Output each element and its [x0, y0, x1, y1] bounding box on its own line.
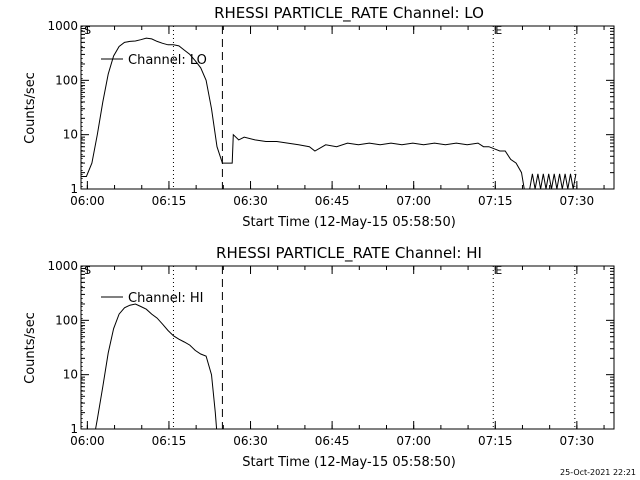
timestamp: 25-Oct-2021 22:21: [560, 468, 636, 477]
y-axis-label-hi: Counts/sec: [23, 312, 38, 384]
x-tick-label-lo: 06:45: [315, 194, 350, 208]
plot-frame-lo: [80, 25, 615, 190]
marker-label-hi: E: [495, 264, 502, 277]
y-tick-label-hi: 10: [63, 368, 78, 382]
plot-frame-hi: [80, 265, 615, 430]
x-tick-label-lo: 06:00: [70, 194, 105, 208]
x-tick-label-lo: 07:30: [560, 194, 595, 208]
legend-label-lo: Channel: LO: [128, 53, 207, 68]
y-tick-label-hi: 100: [55, 313, 78, 327]
y-tick-label-lo: 1: [70, 182, 78, 196]
series-line-lo: [81, 37, 525, 189]
y-tick-label-lo: 10: [63, 128, 78, 142]
x-tick-label-hi: 07:15: [478, 434, 513, 448]
series-sparse-line-lo: [529, 173, 577, 189]
x-tick-label-hi: 06:30: [233, 434, 268, 448]
x-tick-label-lo: 06:30: [233, 194, 268, 208]
y-tick-label-hi: 1000: [47, 259, 78, 273]
x-tick-label-hi: 06:15: [152, 434, 187, 448]
x-axis-label-lo: Start Time (12-May-15 05:58:50): [242, 215, 456, 230]
x-tick-label-hi: 07:30: [560, 434, 595, 448]
x-tick-label-lo: 06:15: [152, 194, 187, 208]
x-tick-label-hi: 06:00: [70, 434, 105, 448]
series-line-hi: [95, 303, 218, 429]
legend-label-hi: Channel: HI: [128, 291, 204, 306]
x-tick-label-lo: 07:00: [396, 194, 431, 208]
marker-label-lo: E: [495, 24, 502, 37]
x-tick-label-hi: 06:45: [315, 434, 350, 448]
chart-title-lo: RHESSI PARTICLE_RATE Channel: LO: [214, 4, 484, 23]
chart-title-hi: RHESSI PARTICLE_RATE Channel: HI: [216, 244, 482, 263]
marker-label-lo: S: [84, 24, 91, 37]
x-tick-label-lo: 07:15: [478, 194, 513, 208]
x-axis-label-hi: Start Time (12-May-15 05:58:50): [242, 455, 456, 470]
y-tick-label-hi: 1: [70, 422, 78, 436]
y-axis-label-lo: Counts/sec: [23, 72, 38, 144]
y-tick-label-lo: 1000: [47, 19, 78, 33]
marker-label-hi: S: [84, 264, 91, 277]
y-tick-label-lo: 100: [55, 73, 78, 87]
x-tick-label-hi: 07:00: [396, 434, 431, 448]
